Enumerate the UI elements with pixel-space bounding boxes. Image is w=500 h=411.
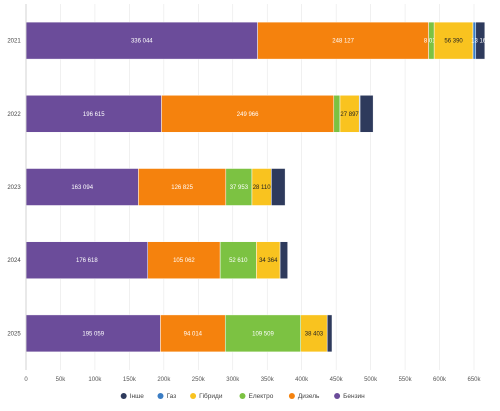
data-label: 13 162 [471,39,490,45]
x-tick-label: 300k [226,377,240,383]
category-label: 2024 [7,258,21,264]
bar-segment[interactable] [25,314,161,353]
legend-label: Газ [167,393,177,400]
x-tick-label: 450k [330,377,344,383]
data-label: 37 953 [230,185,249,191]
bar-segment[interactable] [475,21,486,60]
bar-segment[interactable] [161,95,335,133]
data-label: 195 059 [82,331,104,337]
x-tick-label: 0 [24,377,28,383]
bar-segment[interactable] [225,168,253,206]
data-label: 249 966 [237,112,259,118]
bar-segment[interactable] [25,241,148,279]
data-label: 248 127 [332,39,354,45]
bar-segment[interactable] [433,21,474,60]
category-label: 2022 [7,112,21,118]
legend-marker [334,393,341,399]
legend-label: Інше [130,393,145,400]
x-axis: 0 50k 100k 150k 200k 250k 300k 350k 400k 450k 500k… [24,4,482,383]
bar-segment[interactable] [300,314,328,353]
data-label: 56 390 [444,39,463,45]
data-label: 38 403 [305,331,324,337]
x-tick-label: 200k [157,377,171,383]
legend-marker [157,393,164,399]
legend-marker [239,393,246,399]
legend[interactable]: Інше Газ Гібриди Електро Дизель Бензин [120,392,365,400]
legend-item[interactable]: Інше [120,393,145,400]
legend-item[interactable]: Газ [157,393,177,400]
category-label: 2021 [7,39,21,45]
legend-label: Дизель [298,393,320,400]
data-label: 52 610 [229,258,248,264]
bar-segment[interactable] [224,314,301,353]
category-label: 2023 [7,185,21,191]
bar-segment[interactable] [359,95,374,133]
data-label: 336 044 [131,39,153,45]
bar-segment[interactable] [219,241,257,279]
legend-marker [288,393,295,399]
legend-label: Бензин [343,393,365,400]
legend-item[interactable]: Дизель [288,393,320,400]
x-tick-label: 250k [192,377,206,383]
category-label: 2025 [7,331,21,337]
legend-label: Електро [249,393,274,400]
bar-segment[interactable] [147,241,221,279]
x-tick-label: 550k [399,377,413,383]
bar-segment[interactable] [271,168,286,206]
bar-segment[interactable] [160,314,226,353]
bar-segment[interactable] [138,168,227,206]
legend-marker [120,393,127,399]
bar-segment[interactable] [279,241,288,279]
x-tick-label: 100k [88,377,102,383]
x-tick-label: 400k [295,377,309,383]
data-label: 105 062 [173,258,195,264]
data-label: 176 618 [76,258,98,264]
data-label: 27 897 [340,112,359,118]
bar-segment[interactable] [326,314,333,353]
bar-segment[interactable] [25,95,162,133]
bars: 336 044 248 127 8 017 56 390 13 162 196 615 24… [25,21,490,353]
bar-segment[interactable] [25,168,139,206]
data-label: 109 509 [252,331,274,337]
legend-item[interactable]: Гібриди [190,392,223,400]
data-label: 126 825 [171,185,193,191]
x-tick-label: 600k [433,377,447,383]
category-axis: 2021 2022 2023 2024 2025 [7,39,21,338]
x-tick-label: 50k [56,377,67,383]
data-label: 163 094 [71,185,93,191]
x-tick-label: 150k [123,377,137,383]
data-label: 8 017 [424,39,440,45]
data-label: 28 110 [253,185,272,191]
data-label: 34 364 [259,258,278,264]
legend-item[interactable]: Бензин [334,393,365,400]
legend-marker [190,393,197,399]
data-label: 196 615 [83,112,105,118]
bar-segment[interactable] [333,95,341,133]
x-tick-label: 650k [467,377,481,383]
data-label: 94 014 [184,331,203,337]
legend-item[interactable]: Електро [239,393,274,400]
legend-label: Гібриди [199,392,223,400]
x-tick-label: 350k [261,377,275,383]
x-tick-label: 500k [364,377,378,383]
